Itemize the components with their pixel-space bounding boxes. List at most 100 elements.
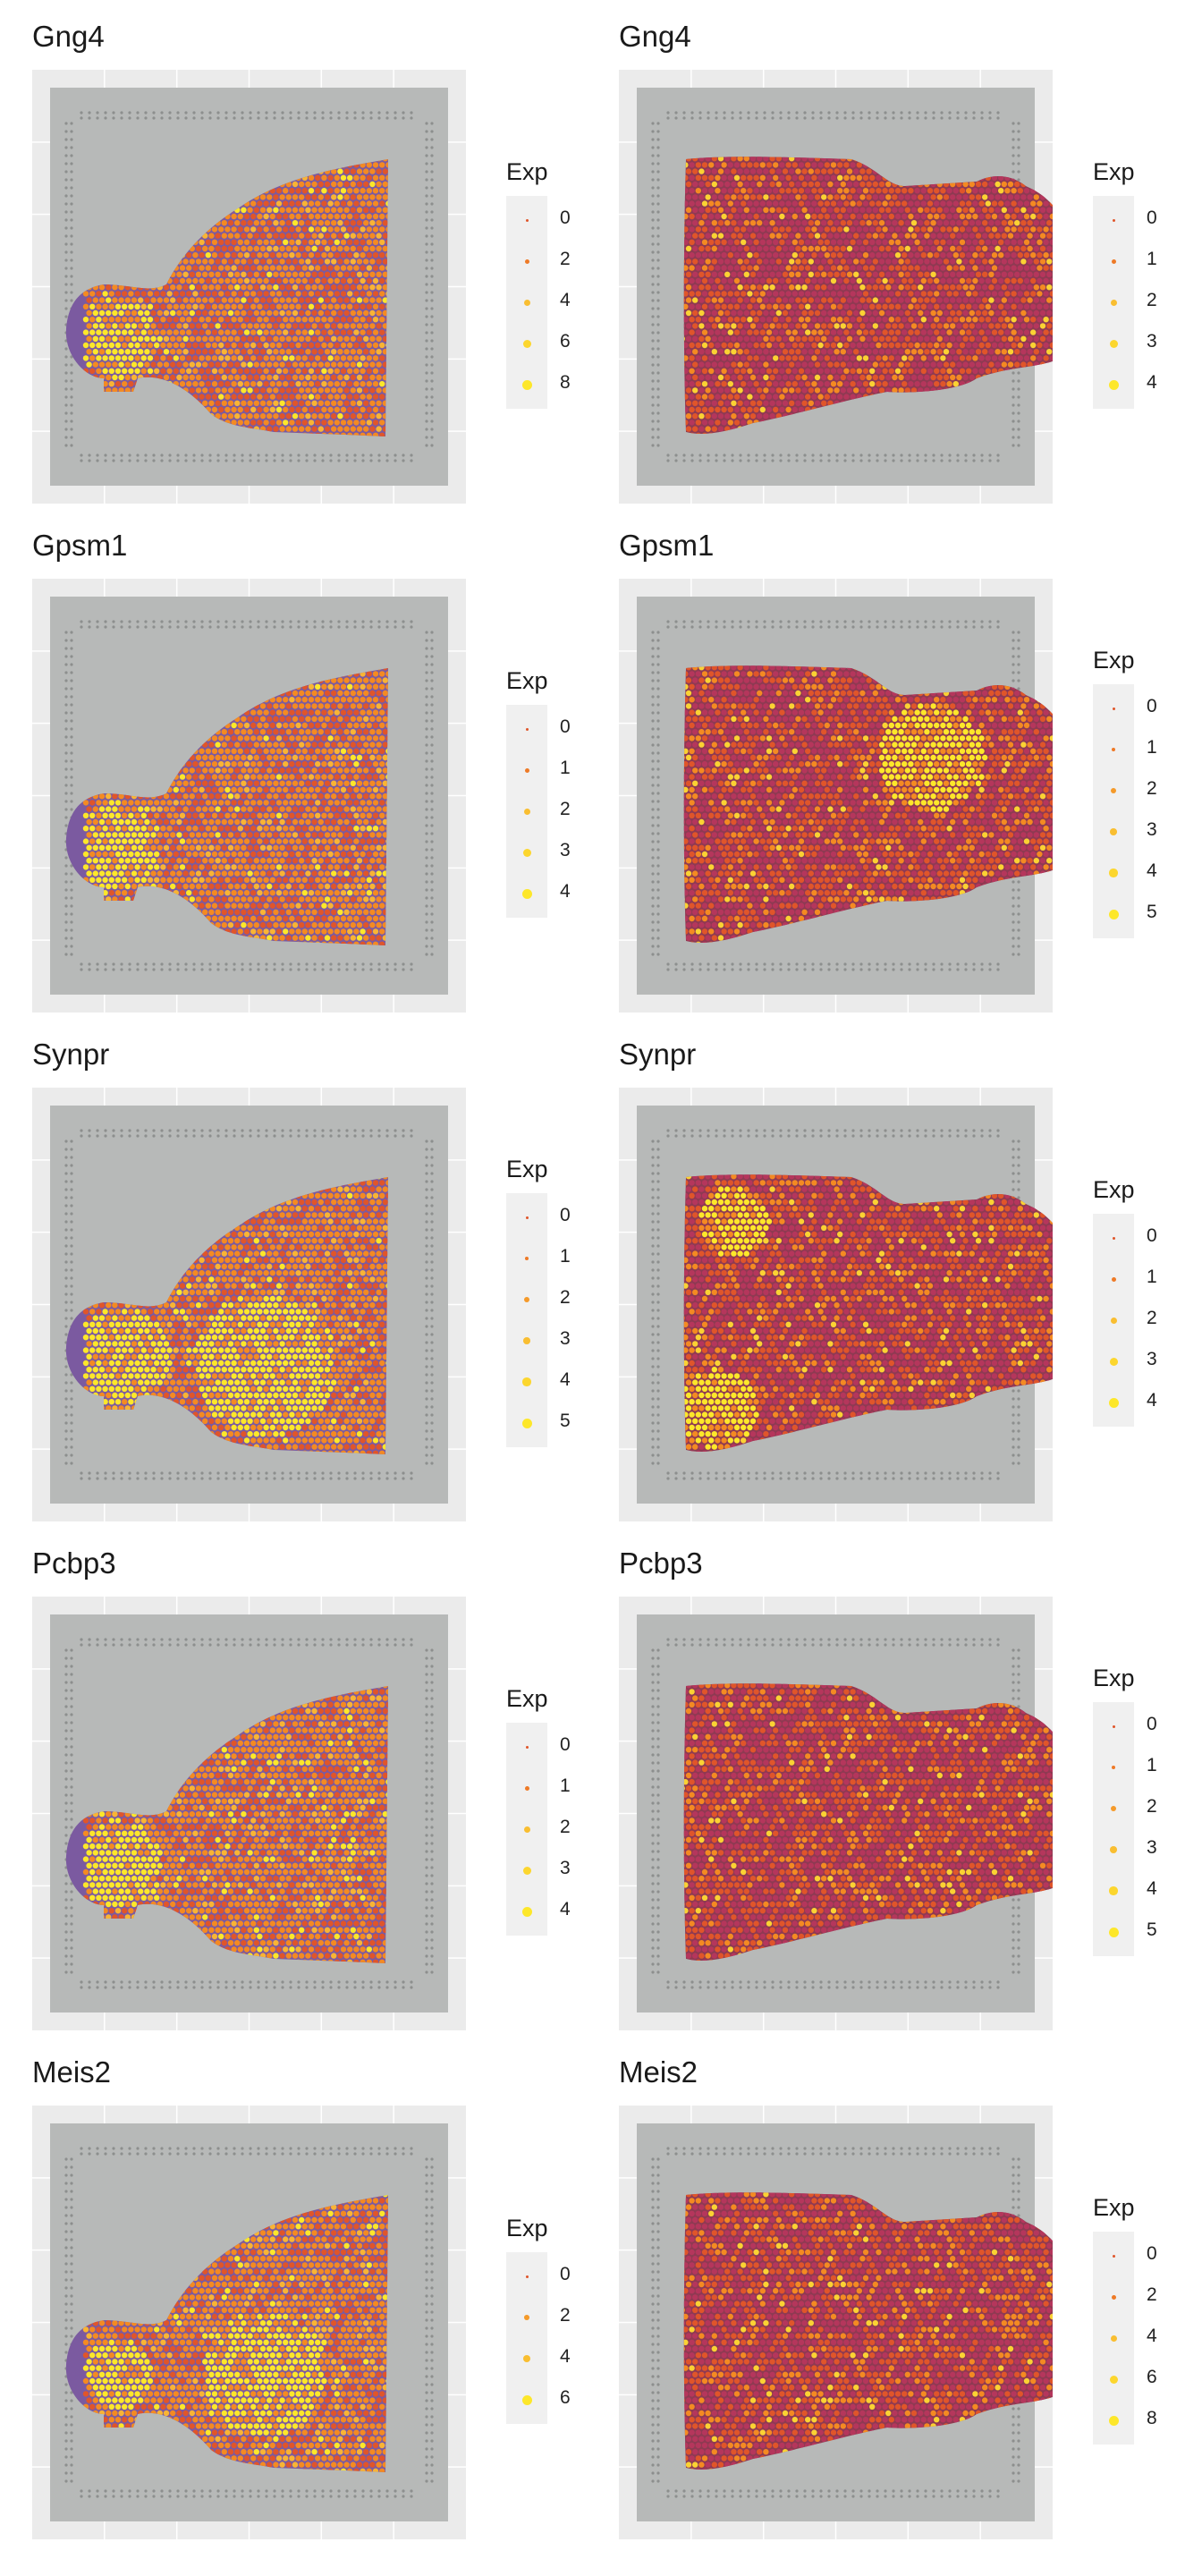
expression-spot xyxy=(930,309,936,317)
expression-spot xyxy=(759,252,766,258)
expression-spot xyxy=(830,239,837,245)
expression-spot xyxy=(140,355,147,361)
expression-spot xyxy=(192,355,199,361)
expression-spot xyxy=(1043,277,1049,284)
expression-spot xyxy=(766,213,773,220)
expression-spot xyxy=(144,297,150,303)
fiducial-dot xyxy=(216,453,220,457)
expression-spot xyxy=(350,361,356,368)
expression-spot xyxy=(885,284,892,291)
legend-label: 6 xyxy=(560,331,571,352)
expression-spot xyxy=(850,239,856,245)
expression-spot xyxy=(189,258,195,265)
expression-spot xyxy=(334,381,340,387)
expression-spot xyxy=(179,291,186,297)
expression-spot xyxy=(347,317,353,323)
expression-spot xyxy=(698,284,705,291)
expression-spot xyxy=(305,220,311,226)
fiducial-dot xyxy=(70,299,73,302)
expression-spot xyxy=(305,258,311,265)
expression-spot xyxy=(769,168,775,174)
expression-spot xyxy=(350,335,356,342)
expression-spot xyxy=(208,323,215,329)
fiducial-dot xyxy=(64,234,68,238)
expression-spot xyxy=(267,361,273,368)
expression-spot xyxy=(934,239,940,245)
expression-spot xyxy=(808,207,814,213)
expression-spot xyxy=(379,188,385,194)
expression-spot xyxy=(176,361,182,368)
expression-spot xyxy=(1037,277,1043,284)
expression-spot xyxy=(840,233,846,239)
fiducial-dot xyxy=(1012,170,1015,174)
expression-spot xyxy=(1046,181,1053,188)
expression-spot xyxy=(904,233,910,239)
expression-spot xyxy=(908,188,914,194)
expression-spot xyxy=(150,361,157,368)
expression-spot xyxy=(846,258,853,265)
expression-spot xyxy=(763,271,769,277)
expression-spot xyxy=(830,342,837,349)
fiducial-dot xyxy=(168,459,172,462)
expression-spot xyxy=(741,252,747,258)
fiducial-dot xyxy=(249,116,252,120)
fiducial-dot xyxy=(70,275,73,278)
fiducial-dot xyxy=(859,116,863,120)
expression-spot xyxy=(898,309,904,317)
expression-spot xyxy=(347,291,353,297)
expression-spot xyxy=(253,387,259,394)
expression-spot xyxy=(279,271,285,277)
expression-spot xyxy=(969,194,975,200)
expression-spot xyxy=(936,245,943,252)
expression-spot xyxy=(305,374,311,381)
expression-spot xyxy=(243,368,250,374)
expression-spot xyxy=(331,258,337,265)
expression-spot xyxy=(747,265,753,271)
fiducial-dot xyxy=(747,459,750,462)
expression-spot xyxy=(1020,284,1027,291)
expression-spot xyxy=(353,406,360,413)
expression-spot xyxy=(275,252,283,258)
expression-spot xyxy=(866,297,872,303)
expression-spot xyxy=(995,284,1001,291)
expression-spot xyxy=(721,188,727,194)
expression-spot xyxy=(995,309,1001,317)
expression-spot xyxy=(882,277,888,284)
expression-spot xyxy=(170,374,176,381)
fiducial-dot xyxy=(64,411,68,415)
expression-spot xyxy=(250,226,257,233)
expression-spot xyxy=(360,174,366,181)
expression-spot xyxy=(350,297,356,303)
expression-spot xyxy=(795,168,801,174)
expression-spot xyxy=(759,239,766,245)
expression-spot xyxy=(934,252,940,258)
expression-spot xyxy=(179,303,186,309)
fiducial-dot xyxy=(916,453,919,457)
expression-spot xyxy=(376,387,382,394)
expression-spot xyxy=(140,291,147,297)
expression-spot xyxy=(376,271,382,277)
fiducial-dot xyxy=(932,111,935,114)
expression-spot xyxy=(279,233,285,239)
expression-spot xyxy=(811,188,817,194)
expression-spot xyxy=(317,220,324,226)
fiducial-dot xyxy=(1012,162,1015,165)
expression-spot xyxy=(837,277,843,284)
expression-spot xyxy=(331,284,337,291)
fiducial-dot xyxy=(1012,138,1015,141)
expression-spot xyxy=(324,400,331,406)
fiducial-dot xyxy=(690,116,694,120)
expression-spot xyxy=(128,368,134,374)
expression-spot xyxy=(715,342,721,349)
fiducial-dot xyxy=(656,307,660,310)
expression-spot xyxy=(811,291,817,297)
expression-spot xyxy=(908,239,914,245)
expression-spot xyxy=(89,303,96,309)
expression-spot xyxy=(801,168,808,174)
expression-spot xyxy=(775,245,782,252)
expression-spot xyxy=(321,226,327,233)
expression-spot xyxy=(743,157,750,162)
expression-spot xyxy=(840,220,846,226)
expression-spot xyxy=(1004,213,1011,220)
expression-spot xyxy=(122,355,128,361)
